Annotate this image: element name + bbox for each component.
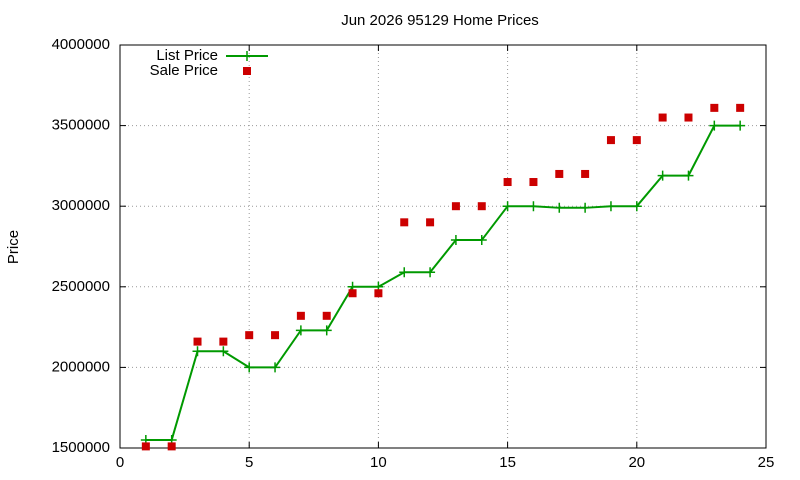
x-tick-label: 20 (628, 454, 645, 471)
point (529, 178, 538, 187)
point (242, 51, 252, 61)
point (657, 170, 668, 181)
point (244, 362, 255, 373)
x-tick-label: 15 (499, 454, 516, 471)
point (192, 346, 203, 357)
point (632, 136, 641, 145)
point (322, 311, 331, 320)
point (218, 346, 229, 357)
point (400, 218, 409, 227)
point (581, 169, 590, 178)
point (295, 325, 306, 336)
point (451, 202, 460, 211)
y-tick-label: 2000000 (52, 358, 110, 375)
point (167, 442, 176, 451)
point (219, 337, 228, 346)
point (580, 202, 591, 213)
point (736, 103, 745, 112)
y-tick-label: 3500000 (52, 117, 110, 134)
point (710, 103, 719, 112)
point (374, 289, 383, 298)
x-tick-label: 5 (245, 454, 253, 471)
point (503, 178, 512, 187)
point (270, 362, 281, 373)
point (502, 201, 513, 212)
series-line (145, 124, 741, 441)
point (426, 218, 435, 227)
point (631, 201, 642, 212)
y-tick-label: 3000000 (52, 197, 110, 214)
point (477, 202, 486, 211)
plot-border (119, 44, 767, 449)
y-tick-label: 1500000 (52, 439, 110, 456)
point (425, 267, 436, 278)
y-tick-label: 2500000 (52, 278, 110, 295)
y-axis-label: Price (5, 230, 22, 264)
point (528, 201, 539, 212)
point (243, 67, 251, 75)
point (450, 235, 461, 246)
point (296, 311, 305, 320)
point (348, 289, 357, 298)
x-tick-label: 25 (758, 454, 775, 471)
point (245, 331, 254, 340)
legend-label: Sale Price (150, 62, 218, 79)
x-tick-label: 10 (370, 454, 387, 471)
x-tick-label: 0 (116, 454, 124, 471)
point (193, 337, 202, 346)
legend-label: List Price (156, 47, 218, 64)
point (683, 170, 694, 181)
chart-title: Jun 2026 95129 Home Prices (341, 12, 539, 29)
point (684, 113, 693, 122)
point (321, 325, 332, 336)
point (735, 120, 746, 131)
point (476, 235, 487, 246)
point (271, 331, 280, 340)
point (554, 202, 565, 213)
point (141, 442, 150, 451)
point (555, 169, 564, 178)
y-tick-label: 4000000 (52, 36, 110, 53)
point (658, 113, 667, 122)
point (606, 136, 615, 145)
point (709, 120, 720, 131)
point (399, 267, 410, 278)
point (605, 201, 616, 212)
